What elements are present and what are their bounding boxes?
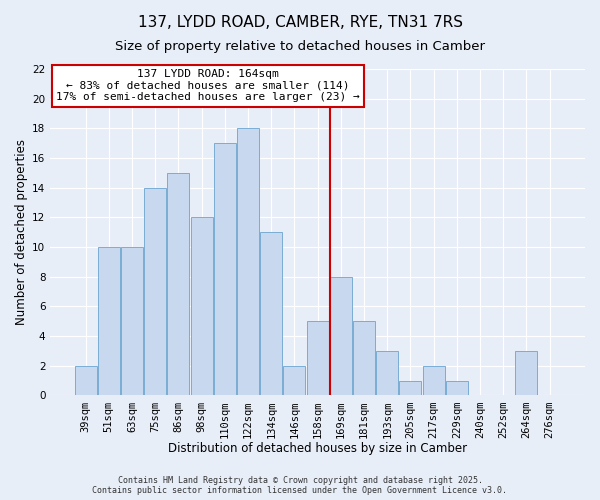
Y-axis label: Number of detached properties: Number of detached properties <box>15 139 28 325</box>
Bar <box>121 247 143 396</box>
Bar <box>144 188 166 396</box>
Text: Contains HM Land Registry data © Crown copyright and database right 2025.
Contai: Contains HM Land Registry data © Crown c… <box>92 476 508 495</box>
Bar <box>74 366 97 396</box>
Bar <box>191 218 212 396</box>
Bar <box>283 366 305 396</box>
Bar <box>237 128 259 396</box>
Bar <box>422 366 445 396</box>
Bar <box>353 322 375 396</box>
Bar <box>376 351 398 396</box>
Bar <box>167 173 190 396</box>
Text: 137, LYDD ROAD, CAMBER, RYE, TN31 7RS: 137, LYDD ROAD, CAMBER, RYE, TN31 7RS <box>137 15 463 30</box>
X-axis label: Distribution of detached houses by size in Camber: Distribution of detached houses by size … <box>168 442 467 455</box>
Bar <box>446 380 468 396</box>
Bar <box>400 380 421 396</box>
Bar <box>330 277 352 396</box>
Bar <box>260 232 282 396</box>
Bar <box>98 247 120 396</box>
Text: 137 LYDD ROAD: 164sqm
← 83% of detached houses are smaller (114)
17% of semi-det: 137 LYDD ROAD: 164sqm ← 83% of detached … <box>56 69 360 102</box>
Bar <box>307 322 329 396</box>
Bar <box>515 351 538 396</box>
Text: Size of property relative to detached houses in Camber: Size of property relative to detached ho… <box>115 40 485 53</box>
Bar <box>214 143 236 396</box>
